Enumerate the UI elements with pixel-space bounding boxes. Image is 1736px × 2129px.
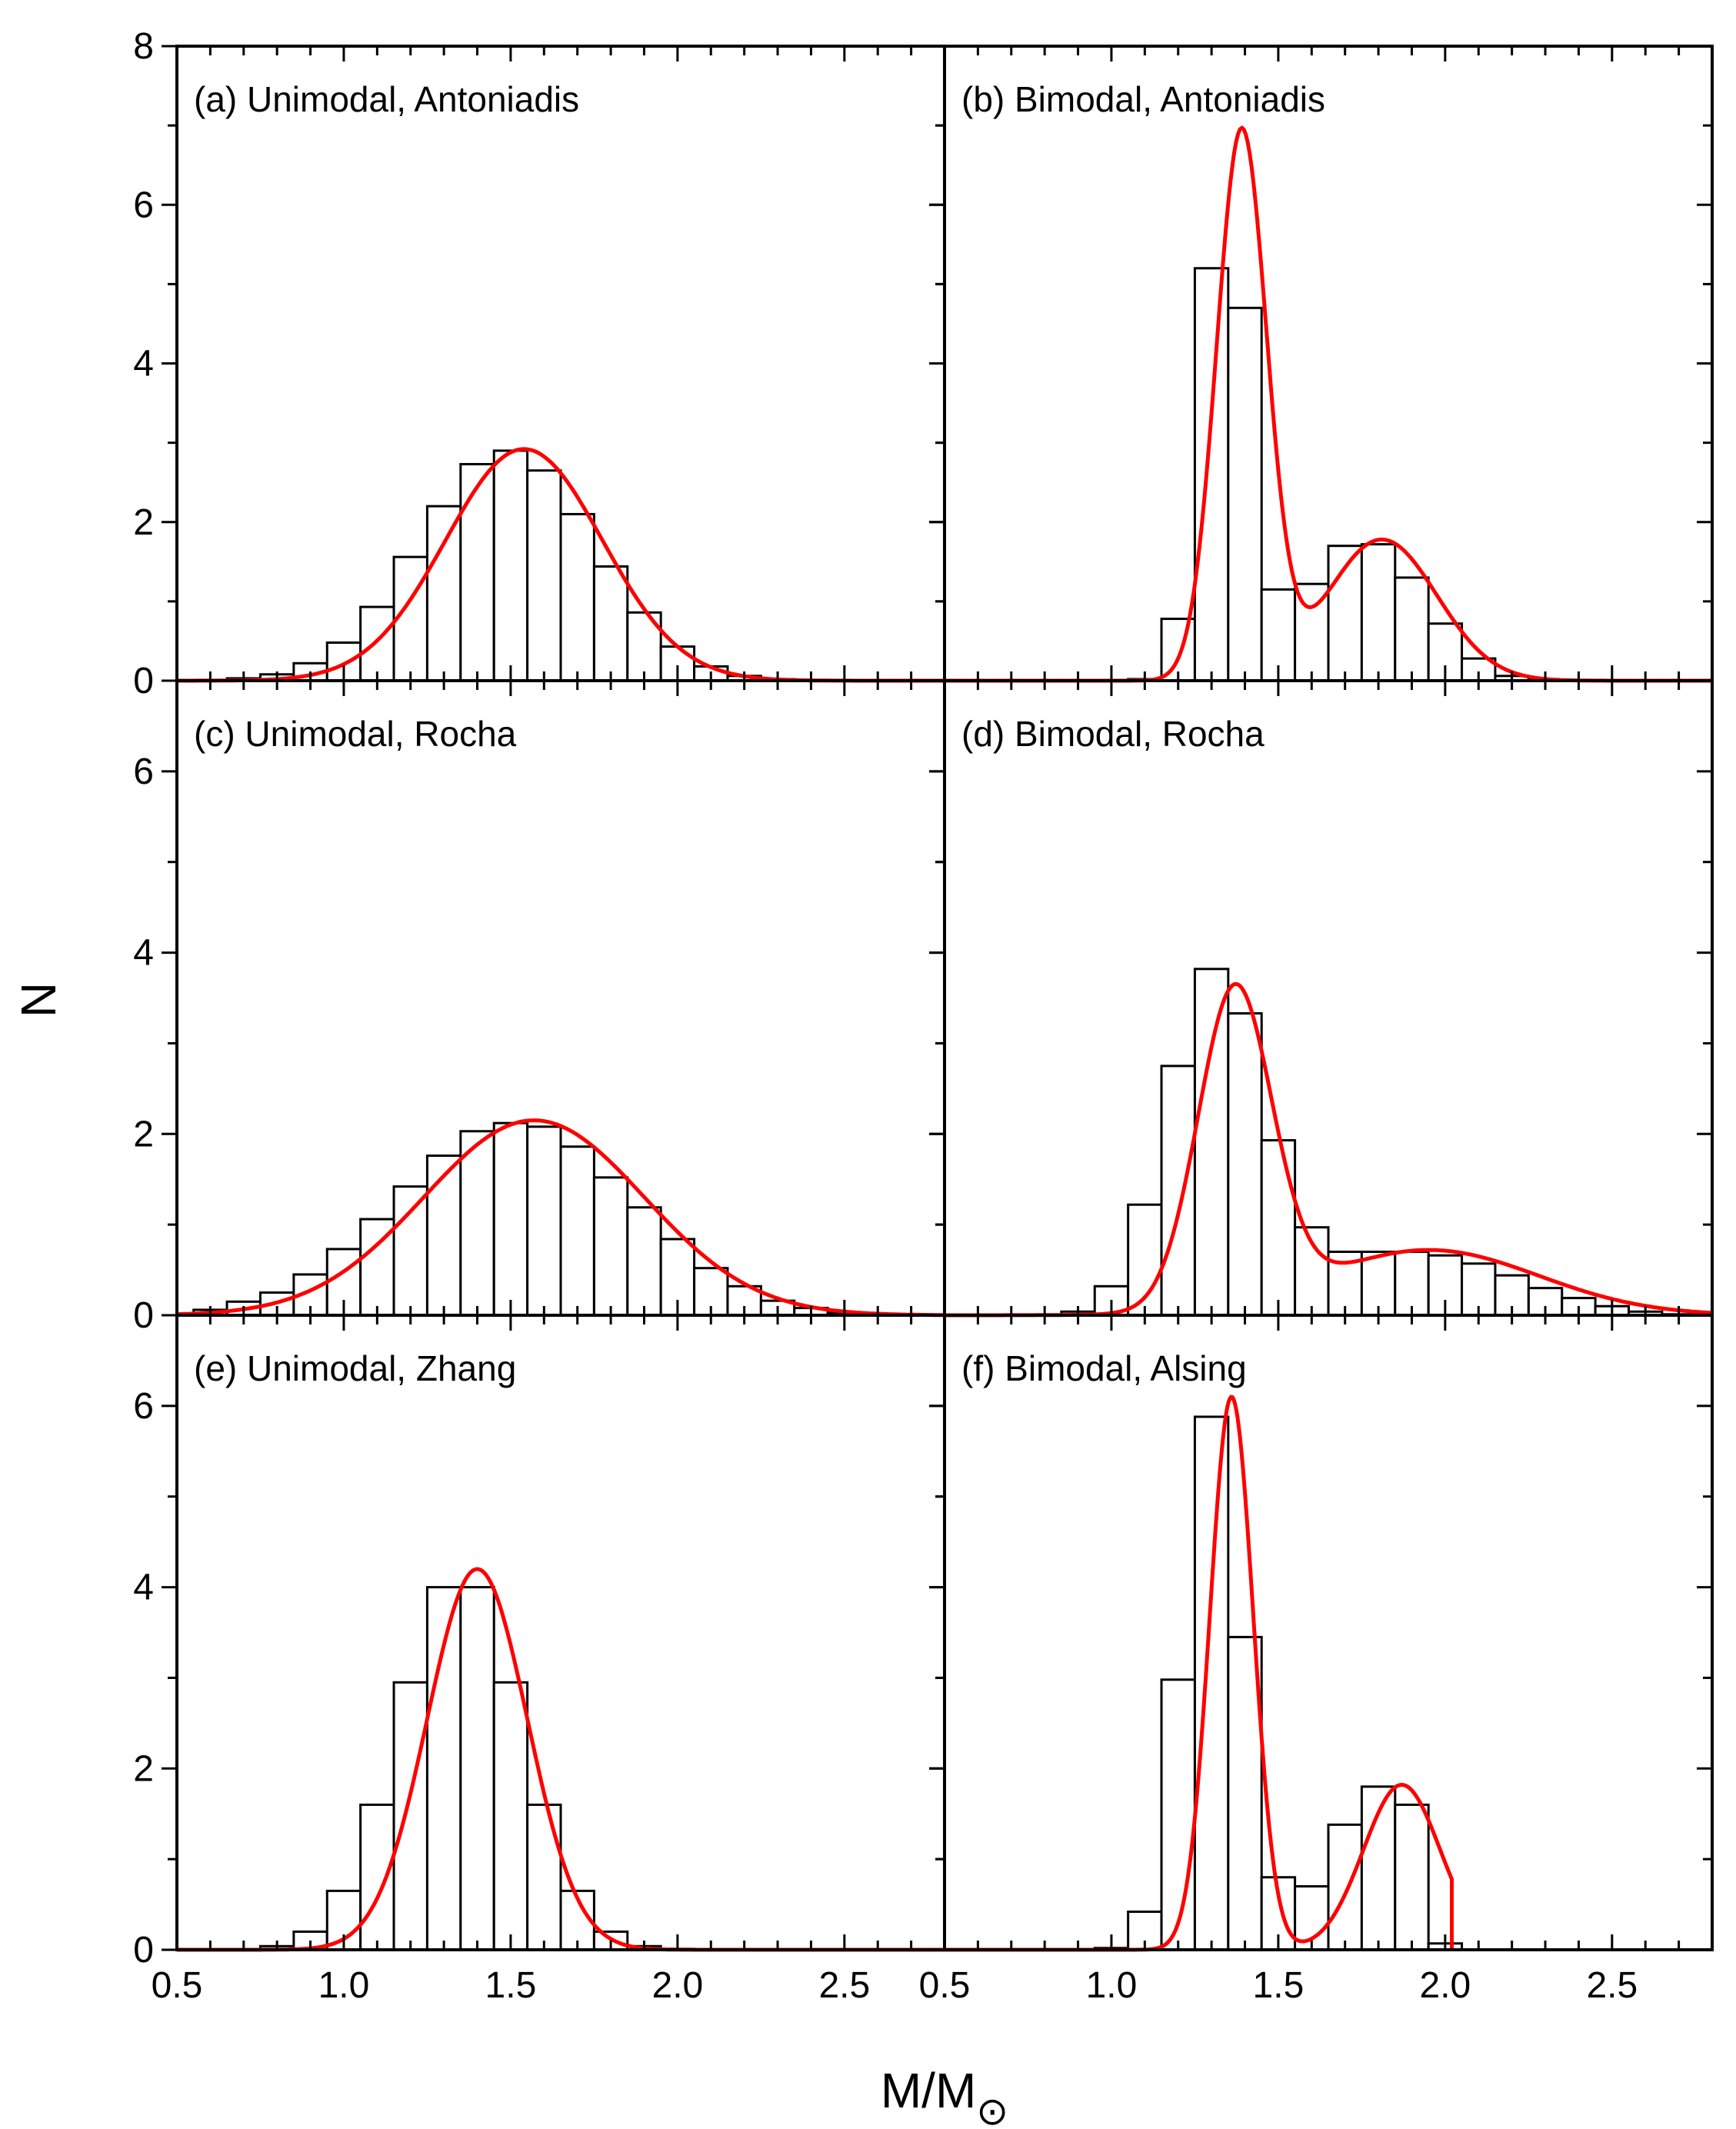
histogram-bar [425, 1154, 462, 1317]
y-tick-label: 2 [133, 1114, 154, 1154]
x-tick-label: 1.0 [318, 1965, 370, 2006]
x-tick-label: 2.5 [1586, 1965, 1638, 2006]
histogram-bar [459, 1130, 495, 1317]
panels-group: 0 2 4 6 8 (a) Unimodal, Antoniadis (b) Bimodal… [133, 26, 1714, 2006]
panel-title: (d) Bimodal, Rocha [961, 714, 1265, 754]
histogram-bar [492, 1681, 529, 1951]
histogram-bar [626, 1206, 662, 1317]
histogram-bar [1260, 1139, 1297, 1317]
x-tick-label: 0.5 [919, 1965, 971, 2006]
y-tick-label: 6 [133, 751, 154, 792]
histogram-bar [526, 469, 562, 682]
y-tick-label: 0 [133, 1930, 154, 1971]
x-tick-label: 2.0 [1420, 1965, 1471, 2006]
panel-a: 0 2 4 6 8 (a) Unimodal, Antoniadis [133, 26, 946, 701]
y-tick-label: 6 [133, 1386, 154, 1427]
histogram-bar [1394, 1251, 1430, 1317]
x-tick-label: 1.0 [1086, 1965, 1138, 2006]
x-tick-label: 1.5 [485, 1965, 537, 2006]
y-tick-label: 4 [133, 344, 154, 385]
histogram-bar [1227, 1635, 1263, 1951]
y-tick-label: 2 [133, 1748, 154, 1789]
histogram-bar [1127, 1203, 1163, 1317]
histogram-bar [1394, 1803, 1430, 1951]
y-tick-label: 8 [133, 26, 154, 67]
y-tick-label: 2 [133, 502, 154, 543]
panel-frame [943, 679, 1714, 1317]
histogram-bar [526, 1125, 562, 1317]
panel-d: (d) Bimodal, Rocha [929, 679, 1714, 1318]
y-tick-label: 0 [133, 1295, 154, 1336]
histogram-bar [1160, 1678, 1196, 1951]
histogram-bar [1193, 1415, 1230, 1951]
histogram-bar [1193, 267, 1230, 682]
histogram-bar [526, 1803, 562, 1951]
panel-title: (c) Unimodal, Rocha [194, 714, 517, 754]
histogram-bar [425, 505, 462, 682]
panel-e: 0 2 4 6 0.5 1.0 1.5 2.0 2.5 (e) Unimodal, Zhang [133, 1314, 946, 2006]
histogram-bar [459, 462, 495, 682]
panel-frame [943, 1314, 1714, 1951]
panel-f: 0.5 1.0 1.5 2.0 2.5 (f) Bimodal, Alsing [919, 1314, 1714, 2006]
x-axis-title-sun-symbol: ⊙ [976, 2090, 1008, 2129]
x-tick-label: 1.5 [1253, 1965, 1304, 2006]
x-tick-label: 2.5 [818, 1965, 870, 2006]
x-tick-label: 0.5 [152, 1965, 203, 2006]
histogram-bar [592, 1176, 629, 1317]
histogram-bar [392, 1681, 428, 1951]
histogram-bar [1360, 543, 1397, 682]
y-axis-title: N [11, 982, 66, 1018]
histogram-bar [492, 449, 529, 682]
panel-b: (b) Bimodal, Antoniadis [929, 45, 1714, 683]
panel-c: 0 2 4 6 (c) Unimodal, Rocha [133, 679, 946, 1336]
histogram-bar [492, 1121, 529, 1317]
histogram-bar [359, 605, 395, 682]
panel-title: (b) Bimodal, Antoniadis [961, 79, 1325, 119]
histogram-bar [459, 1586, 495, 1951]
histogram-bar [1160, 618, 1196, 682]
fit-curve [176, 1118, 945, 1318]
y-tick-label: 6 [133, 185, 154, 225]
histogram-bar [592, 565, 629, 682]
histogram-bar [559, 1145, 595, 1317]
histogram-bar [1227, 306, 1263, 682]
y-tick-label: 4 [133, 933, 154, 974]
histogram-bar [1227, 1012, 1263, 1317]
histogram-bar [1360, 1251, 1397, 1317]
histogram-bar [559, 512, 595, 682]
histogram-bar [392, 1185, 428, 1317]
panel-title: (e) Unimodal, Zhang [194, 1348, 516, 1388]
panel-title: (a) Unimodal, Antoniadis [194, 79, 579, 119]
histogram-bar [1327, 1823, 1363, 1951]
histogram-bar [1193, 968, 1230, 1317]
x-axis-title-main: M/M [881, 2063, 976, 2118]
x-axis-title: M/M⊙ [881, 2063, 1008, 2129]
panel-title: (f) Bimodal, Alsing [961, 1348, 1247, 1388]
x-tick-label: 2.0 [652, 1965, 704, 2006]
histogram-bar [359, 1803, 395, 1951]
y-tick-label: 4 [133, 1568, 154, 1608]
histogram-bar [1160, 1064, 1196, 1317]
histogram-bar [1394, 576, 1430, 682]
y-tick-label: 0 [133, 661, 154, 701]
